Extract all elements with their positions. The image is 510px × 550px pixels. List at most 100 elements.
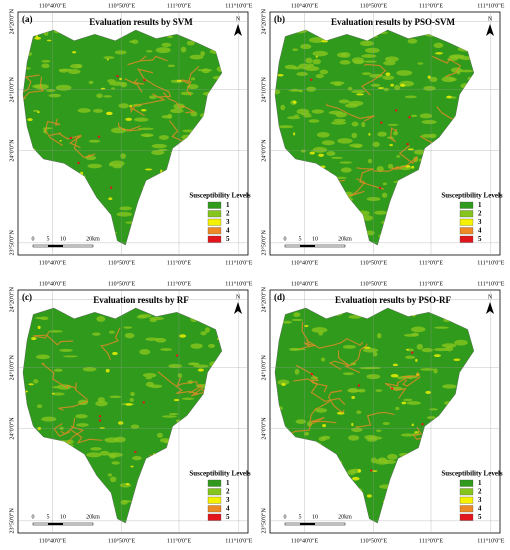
valley-streak (124, 78, 145, 93)
level-patch (411, 423, 414, 427)
level-patch (151, 143, 167, 149)
level-patch (119, 206, 132, 211)
lon-label-bottom: 110°50'0"E (108, 259, 136, 266)
scale-label: 5 (47, 514, 50, 520)
level-patch (93, 108, 104, 113)
level-patch (27, 118, 33, 122)
level-patch (108, 163, 114, 167)
legend-label: 1 (478, 479, 482, 487)
level-patch (347, 86, 353, 91)
level-patch (105, 368, 110, 373)
level-patch (193, 364, 209, 368)
level-patch (376, 332, 382, 339)
valley-streak (355, 411, 395, 428)
north-arrow (486, 24, 494, 36)
level-patch (338, 99, 350, 104)
level-patch (176, 79, 182, 83)
level-patch (55, 84, 72, 91)
level-patch (414, 431, 419, 433)
level-patch (383, 87, 389, 92)
level-patch (41, 63, 50, 69)
level-patch (72, 51, 77, 54)
level-patch (103, 56, 115, 60)
legend-label: 2 (478, 487, 482, 495)
level-patch (104, 437, 120, 443)
level-patch (296, 71, 309, 76)
level-patch (308, 37, 325, 44)
valley-streak (309, 400, 337, 424)
valley-streak (343, 343, 368, 374)
valley-streak (58, 382, 89, 411)
lon-label-bottom: 111°0'0"E (419, 259, 443, 266)
level-patch (428, 408, 439, 411)
panel-title: Evaluation results by PSO-SVM (331, 17, 456, 27)
level-patch (384, 56, 399, 62)
legend-label: 2 (226, 209, 230, 217)
level-patch (294, 114, 300, 117)
level-patch (88, 80, 94, 85)
level-patch (441, 76, 456, 83)
level-patch (429, 76, 438, 83)
level-patch (204, 327, 210, 333)
level-patch (340, 167, 352, 173)
level-patch (304, 431, 310, 436)
level-patch (126, 482, 130, 486)
lon-label-bottom: 111°10'0"E (477, 537, 504, 544)
lon-label-bottom: 110°50'0"E (360, 537, 388, 544)
level-patch (190, 111, 198, 117)
level-patch (366, 494, 372, 498)
level-patch (387, 453, 398, 460)
legend-swatch (459, 210, 474, 218)
level-patch (282, 320, 293, 324)
level-patch (411, 165, 415, 169)
level-patch (362, 215, 374, 221)
level-patch (315, 55, 318, 58)
level-patch (374, 210, 388, 215)
level-patch (356, 93, 365, 96)
legend-swatch (459, 505, 474, 513)
level-patch (161, 42, 172, 48)
level-patch (305, 57, 313, 64)
level-patch (109, 395, 122, 399)
legend-swatch (459, 227, 474, 235)
level-patch (149, 384, 163, 389)
scale-label: 0 (284, 514, 287, 520)
level-patch (170, 108, 184, 114)
level-patch (376, 429, 382, 432)
level-patch (394, 109, 398, 112)
level-patch (124, 332, 135, 339)
lon-label-bottom: 110°50'0"E (108, 537, 136, 544)
level-patch (352, 476, 360, 481)
level-patch (125, 403, 133, 406)
valley-streak (298, 321, 317, 350)
level-patch (108, 197, 113, 201)
level-patch (53, 368, 63, 372)
level-patch (95, 400, 108, 407)
level-patch (326, 151, 336, 156)
level-patch (407, 148, 414, 151)
level-patch (142, 372, 157, 378)
level-patch (118, 421, 124, 425)
legend-swatch (459, 513, 474, 521)
panel-label: (b) (274, 14, 285, 24)
scale-label: 10 (60, 236, 66, 242)
level-patch (123, 326, 133, 329)
level-patch (312, 50, 328, 57)
region (274, 29, 475, 246)
scale-label: 0 (32, 236, 35, 242)
panel-title: Evaluation results by RF (93, 295, 189, 305)
level-patch (99, 450, 110, 456)
level-patch (306, 421, 313, 427)
level-patch (312, 146, 328, 153)
legend-label: 1 (226, 479, 230, 487)
lon-label-bottom: 111°0'0"E (167, 259, 191, 266)
level-patch (421, 423, 424, 426)
legend-label: 4 (478, 226, 482, 234)
legend-label: 5 (226, 235, 230, 243)
level-patch (318, 153, 324, 157)
valley-streak (326, 103, 375, 122)
lon-label-bottom: 110°40'0"E (39, 259, 67, 266)
level-patch (134, 117, 149, 122)
level-patch (108, 330, 115, 334)
level-patch (433, 347, 450, 352)
